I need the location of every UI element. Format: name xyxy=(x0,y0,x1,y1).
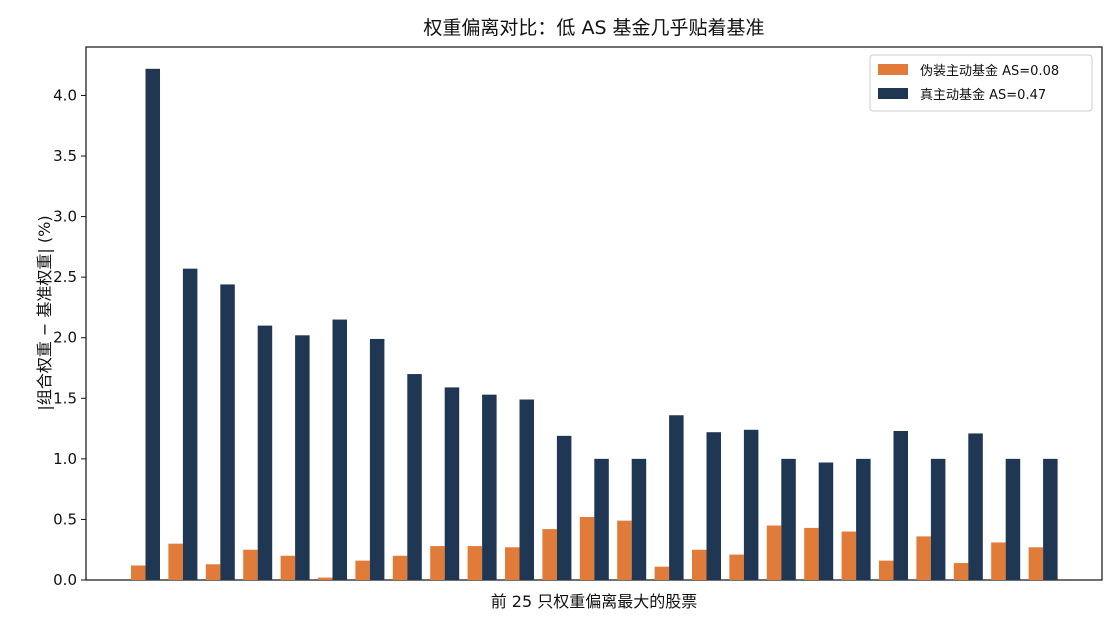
bar-fake-active xyxy=(879,560,894,580)
y-tick-label: 4.0 xyxy=(53,86,77,104)
bar-true-active xyxy=(1043,458,1058,580)
bar-fake-active xyxy=(243,549,258,580)
legend-swatch-fake-active xyxy=(878,64,908,75)
y-tick-label: 1.5 xyxy=(53,389,77,407)
bar-true-active xyxy=(369,338,385,580)
y-axis: 0.0 0.5 1.0 1.5 2.0 2.5 3.0 3.5 4.0 xyxy=(53,86,86,589)
bar-fake-active xyxy=(505,547,520,580)
x-axis-label: 前 25 只权重偏离最大的股票 xyxy=(491,592,698,611)
bar-true-active xyxy=(968,433,983,580)
bar-fake-active xyxy=(953,563,969,580)
bar-true-active xyxy=(482,394,497,580)
bar-fake-active xyxy=(617,520,632,580)
bar-fake-active xyxy=(729,554,744,580)
bar-fake-active xyxy=(654,566,670,580)
bar-true-active xyxy=(182,268,198,580)
bar-true-active xyxy=(444,387,460,580)
y-tick-label: 2.5 xyxy=(53,268,77,286)
series-true-active-bars xyxy=(145,68,1058,581)
bar-true-active xyxy=(295,335,310,580)
bar-fake-active xyxy=(318,577,333,580)
bar-fake-active xyxy=(579,517,595,580)
y-tick-label: 3.5 xyxy=(53,147,77,165)
bar-true-active xyxy=(818,462,834,580)
bar-fake-active xyxy=(355,560,370,580)
y-tick-label: 0.0 xyxy=(53,571,77,589)
y-tick-label: 2.0 xyxy=(53,329,77,347)
y-tick-label: 3.0 xyxy=(53,208,77,226)
legend-label-true-active: 真主动基金 AS=0.47 xyxy=(920,87,1046,103)
bar-true-active xyxy=(930,458,946,580)
bar-fake-active xyxy=(168,543,183,580)
bar-fake-active xyxy=(430,546,445,580)
bar-fake-active xyxy=(392,555,408,580)
bar-true-active xyxy=(407,374,422,580)
y-axis-label: |组合权重 − 基准权重| (%) xyxy=(35,215,54,410)
series-fake-active-bars xyxy=(131,517,1044,580)
bar-true-active xyxy=(145,68,160,581)
bar-fake-active xyxy=(280,555,296,580)
bar-fake-active xyxy=(131,565,146,580)
bar-true-active xyxy=(706,432,721,580)
bar-fake-active xyxy=(804,527,819,580)
legend-frame xyxy=(869,54,1093,112)
bar-fake-active xyxy=(1028,547,1044,580)
bar-true-active xyxy=(519,399,534,580)
y-tick-label: 0.5 xyxy=(53,510,77,528)
bar-fake-active xyxy=(692,549,707,580)
legend-swatch-true-active xyxy=(878,88,908,99)
bar-true-active xyxy=(257,325,273,580)
legend: 伪装主动基金 AS=0.08 真主动基金 AS=0.47 xyxy=(869,54,1093,112)
bar-true-active xyxy=(743,429,759,580)
bar-true-active xyxy=(781,458,796,580)
bar-true-active xyxy=(556,435,572,580)
bar-fake-active xyxy=(467,546,483,580)
bar-fake-active xyxy=(991,542,1006,580)
legend-label-fake-active: 伪装主动基金 AS=0.08 xyxy=(920,63,1059,79)
chart-title: 权重偏离对比：低 AS 基金几乎贴着基准 xyxy=(423,17,764,39)
plot-area-frame xyxy=(85,46,1103,581)
bar-fake-active xyxy=(916,536,931,580)
bar-fake-active xyxy=(766,525,782,580)
bar-fake-active xyxy=(205,564,221,580)
bar-fake-active xyxy=(841,531,857,580)
bar-true-active xyxy=(594,458,609,580)
bar-true-active xyxy=(631,458,647,580)
bar-true-active xyxy=(220,284,235,580)
bar-true-active xyxy=(332,319,347,580)
bar-true-active xyxy=(856,458,871,580)
bar-true-active xyxy=(669,415,684,580)
bar-fake-active xyxy=(542,529,557,580)
y-tick-label: 1.0 xyxy=(53,450,77,468)
bar-true-active xyxy=(893,431,908,580)
bar-true-active xyxy=(1005,458,1021,580)
